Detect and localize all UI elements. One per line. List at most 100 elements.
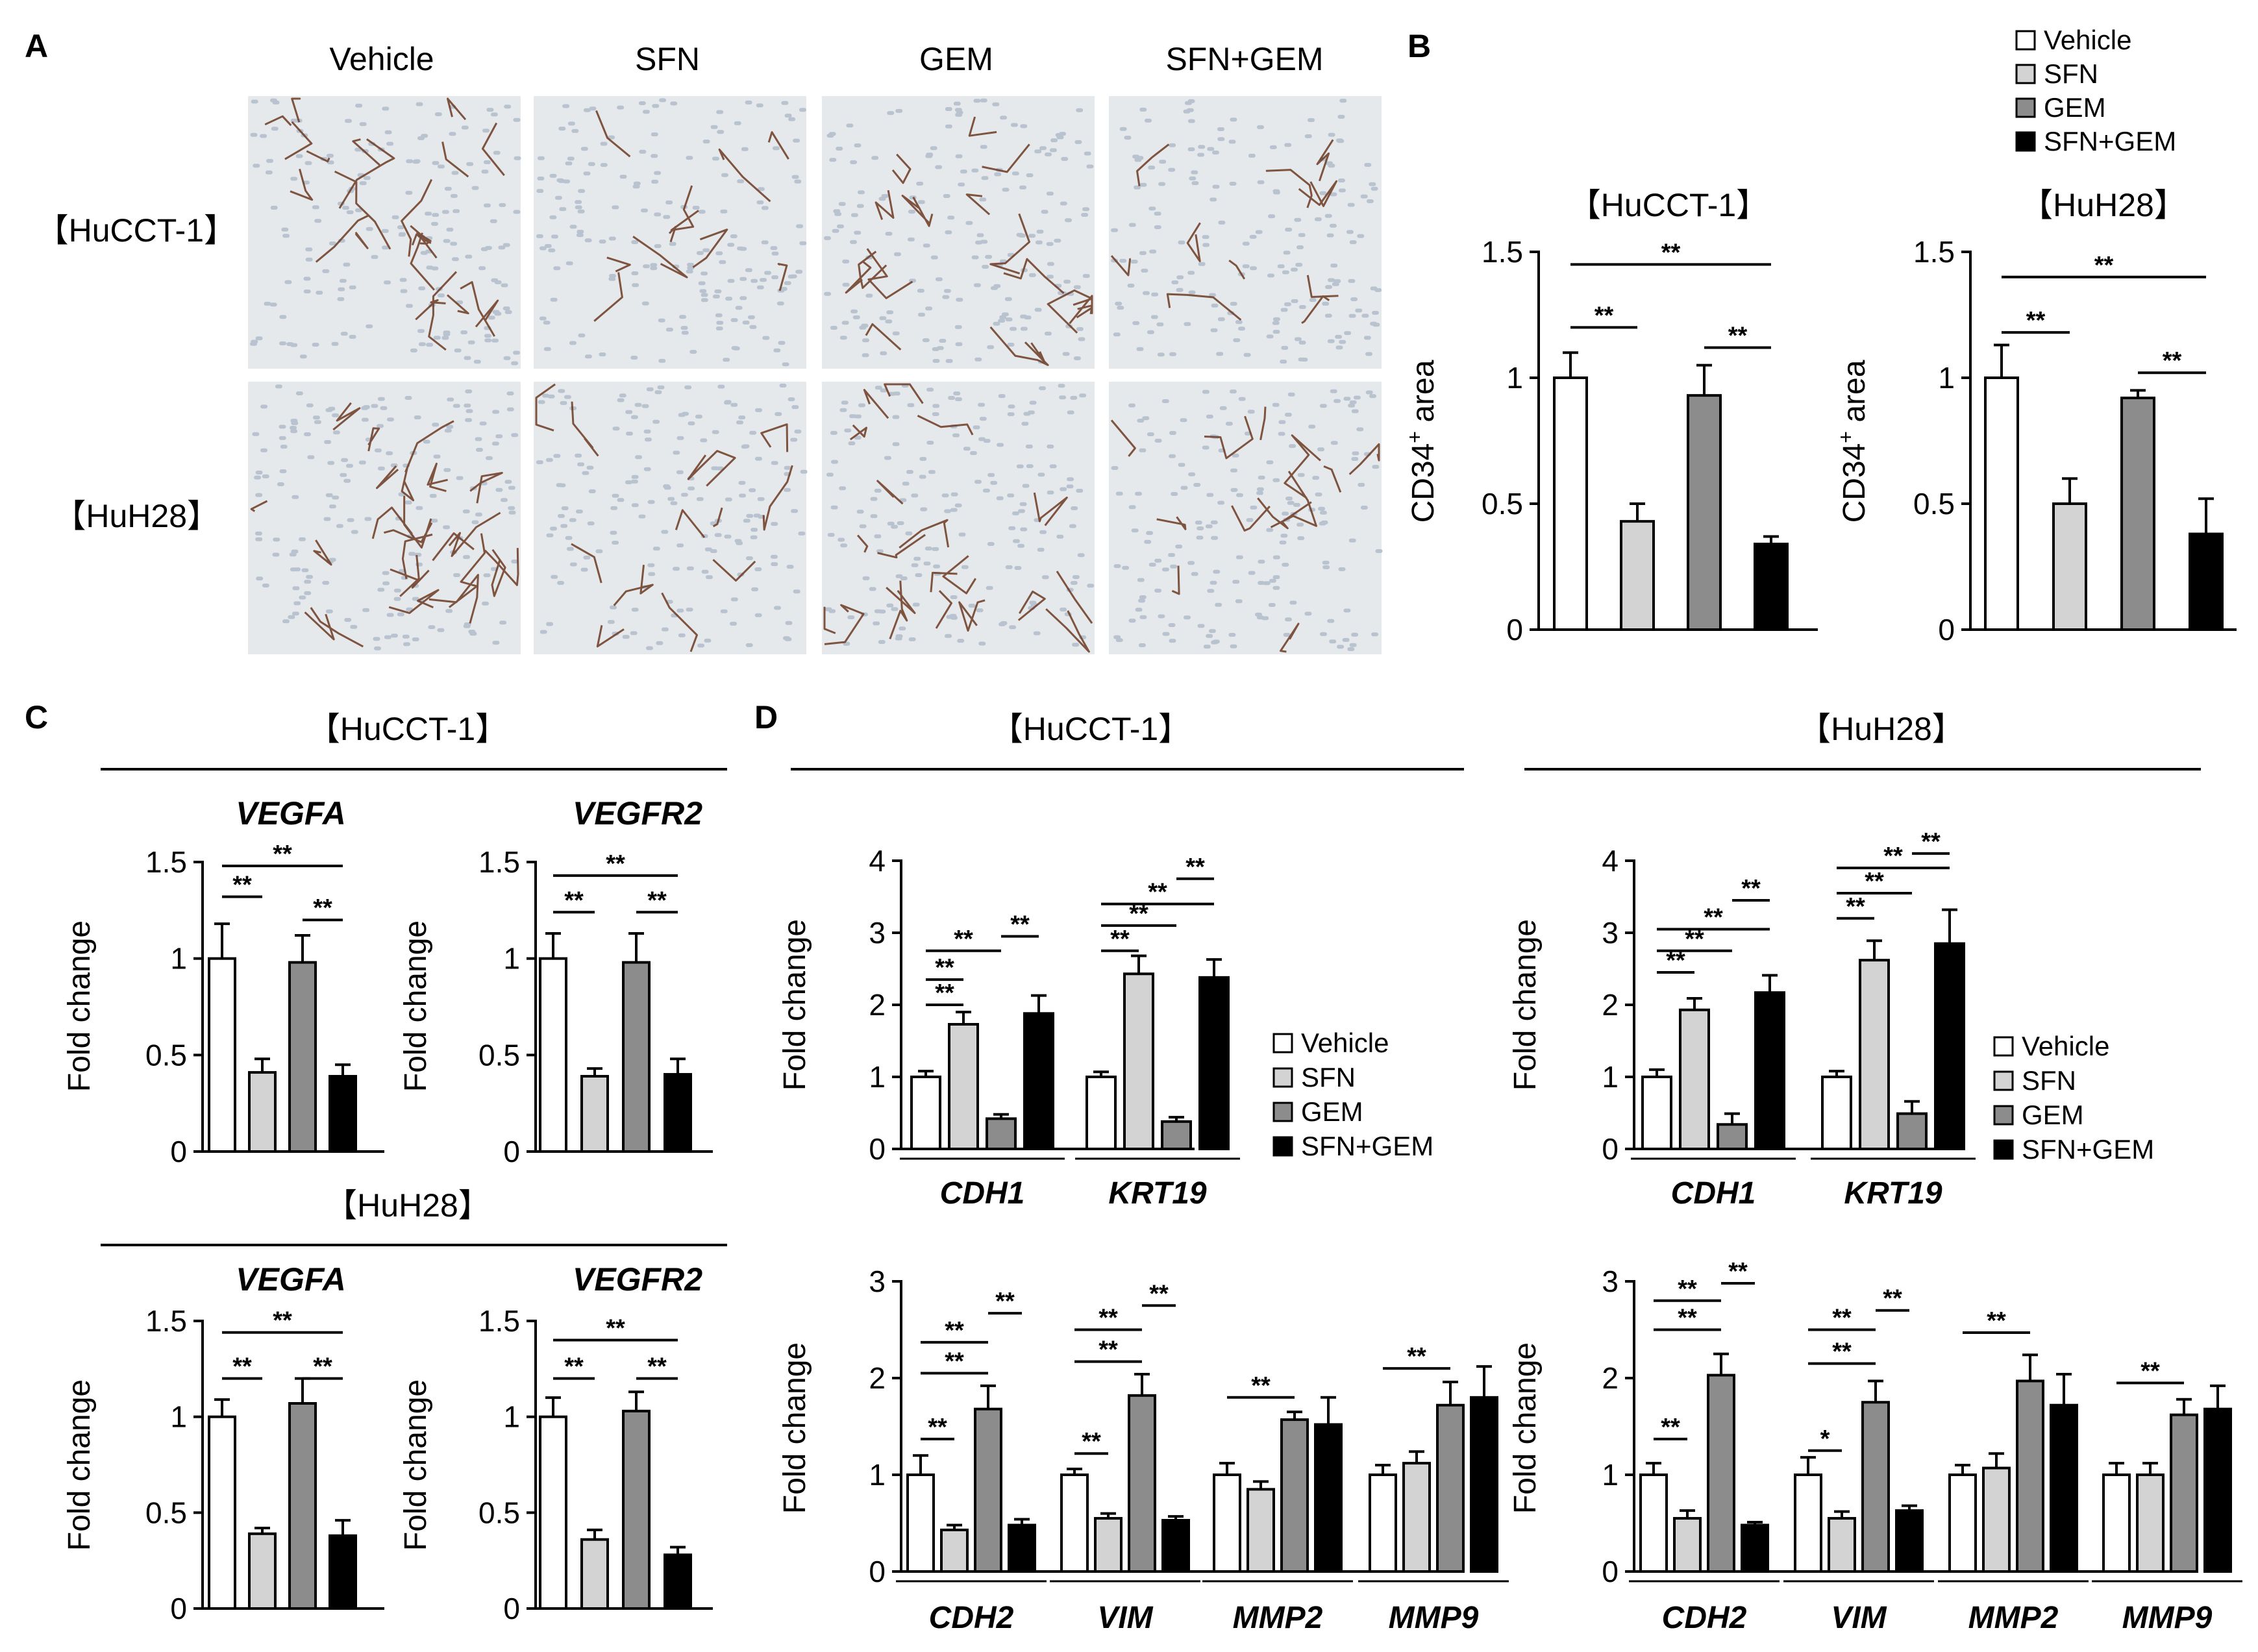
bar-gem-mmp2 <box>2016 1379 2044 1573</box>
bar-sfn-gem <box>664 1553 692 1610</box>
micrograph-r1-c1 <box>248 96 521 369</box>
y-tick-label: 0 <box>170 1592 187 1625</box>
y-tick-label: 0 <box>1602 1555 1619 1588</box>
bar-gem <box>1687 394 1722 631</box>
bar-gem-vim <box>1128 1394 1156 1573</box>
chart-c-hucct-1-vegfa: 0 0.5 1 1.5 Fold change VEGFA ** ** ** <box>62 795 384 1168</box>
bar-sfn <box>580 1075 609 1153</box>
significance-label: ** <box>1149 1280 1169 1307</box>
bar-gem-cdh2 <box>974 1407 1002 1573</box>
bar-sfn-cdh1 <box>1679 1008 1710 1151</box>
significance-label: ** <box>1185 854 1205 881</box>
significance-label: ** <box>1010 911 1030 939</box>
chart-title: VEGFR2 <box>573 795 702 832</box>
y-axis-label: Fold change <box>1508 919 1543 1091</box>
panel-a-col-vehicle: Vehicle <box>329 41 434 77</box>
legend-swatch <box>1993 1105 2014 1126</box>
micrograph-grid <box>248 96 1383 654</box>
bar-vehicle <box>539 957 567 1153</box>
category-label: VIM <box>1097 1601 1153 1635</box>
bar-sfn-gem <box>329 1075 357 1153</box>
category-label: CDH2 <box>1662 1601 1747 1635</box>
y-tick-label: 0.5 <box>1482 487 1523 521</box>
y-tick-label: 0.5 <box>478 1038 520 1072</box>
bar-vehicle-cdh2 <box>906 1473 935 1573</box>
bar-sfn <box>1620 520 1655 631</box>
section-title: 【HuCCT-1】 <box>308 711 508 747</box>
significance-label: ** <box>273 841 292 868</box>
bar-sfn-cdh1 <box>948 1022 979 1150</box>
legend-swatch <box>2015 30 2036 51</box>
chart-c-huh28-vegfa: 0 0.5 1 1.5 Fold change VEGFA ** ** ** <box>62 1261 384 1625</box>
panel-label-a: A <box>25 28 48 64</box>
significance-label: ** <box>954 926 973 953</box>
bar-vehicle <box>1553 376 1588 631</box>
legend-label: Vehicle <box>2022 1031 2109 1061</box>
category-label: CDH2 <box>929 1601 1014 1635</box>
significance-label: * <box>1820 1425 1830 1453</box>
y-axis-label: Fold change <box>399 920 433 1092</box>
bar-sfn-krt19 <box>1123 972 1154 1151</box>
panel-a-row-hucct1: 【HuCCT-1】 <box>36 212 236 249</box>
legend-label: Vehicle <box>1301 1028 1389 1058</box>
y-tick-label: 0.5 <box>1913 487 1955 521</box>
y-axis-label: Fold change <box>62 1379 97 1551</box>
y-tick-label: 3 <box>1602 916 1619 950</box>
bar-gem-mmp9 <box>2170 1413 2198 1573</box>
category-label: KRT19 <box>1844 1176 1942 1211</box>
y-axis-label: Fold change <box>62 920 97 1092</box>
y-tick-label: 0.5 <box>145 1038 187 1072</box>
y-tick-label: 1 <box>1938 361 1955 395</box>
bar-gem <box>622 961 651 1153</box>
bar-sfn <box>248 1071 277 1153</box>
significance-label: ** <box>1921 828 1941 856</box>
significance-label: ** <box>1987 1307 2006 1335</box>
y-tick-label: 2 <box>1602 1361 1619 1395</box>
y-tick-label: 1.5 <box>145 1304 187 1338</box>
bar-sfn-gem-mmp9 <box>2203 1407 2232 1573</box>
legend-swatch <box>2015 97 2036 118</box>
bar-gem <box>288 1401 317 1610</box>
legend-label: GEM <box>2044 92 2106 123</box>
bar-vehicle <box>539 1415 567 1610</box>
y-tick-label: 0 <box>869 1132 886 1166</box>
panel-a-row-huh28: 【HuH28】 <box>53 498 219 534</box>
panel-a-col-sfn: SFN <box>635 41 700 77</box>
bar-vehicle-cdh1 <box>910 1076 941 1150</box>
micrograph-r2-c3 <box>822 382 1095 654</box>
bar-gem-cdh1 <box>1717 1123 1748 1151</box>
micrograph-r1-c4 <box>1109 96 1382 369</box>
legend-item: Vehicle <box>2015 25 2131 55</box>
significance-label: ** <box>647 887 667 914</box>
bar-sfn-gem-cdh1 <box>1754 991 1785 1150</box>
significance-label: ** <box>1594 302 1614 329</box>
chart-c-hucct-1-vegfr2: 0 0.5 1 1.5 Fold change VEGFR2 ** ** ** <box>399 795 713 1168</box>
y-tick-label: 3 <box>869 1264 886 1298</box>
panel-a-col-sfn-gem: SFN+GEM <box>1165 41 1323 77</box>
bar-vehicle-krt19 <box>1821 1076 1852 1150</box>
category-label: CDH1 <box>1671 1176 1756 1211</box>
chart-b-hucct-1: 0 0.5 1 1.5 CD34+ area 【HuCCT-1】 ** ** ** <box>1403 187 1818 647</box>
significance-label: ** <box>995 1288 1015 1315</box>
bar-gem-vim <box>1861 1401 1890 1573</box>
legend-swatch <box>1993 1139 2014 1160</box>
legend-d-right: Vehicle SFN GEM SFN+GEM <box>1993 1031 2154 1165</box>
bar-sfn-mmp2 <box>1982 1466 2011 1573</box>
y-tick-label: 0.5 <box>145 1496 187 1529</box>
section-header-c-bottom: 【HuH28】 <box>101 1187 727 1246</box>
bar-sfn <box>580 1538 609 1610</box>
bar-sfn-gem <box>1754 543 1789 632</box>
legend-label: GEM <box>2022 1100 2084 1130</box>
legend-item: Vehicle <box>1993 1031 2109 1061</box>
y-tick-label: 1 <box>869 1060 886 1094</box>
section-title: 【HuH28】 <box>1798 711 1965 747</box>
bar-vehicle-vim <box>1794 1473 1822 1573</box>
significance-label: ** <box>928 1414 947 1441</box>
y-tick-label: 0 <box>1938 613 1955 647</box>
bar-vehicle <box>208 957 236 1153</box>
legend-swatch <box>1272 1067 1293 1088</box>
y-tick-label: 1.5 <box>1482 235 1523 269</box>
significance-label: ** <box>606 850 625 878</box>
